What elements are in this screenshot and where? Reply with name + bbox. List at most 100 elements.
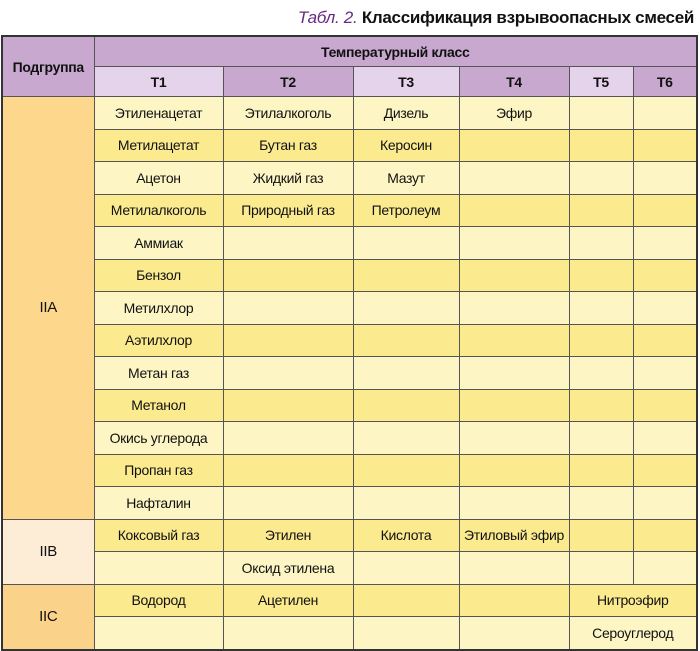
substance-cell: Ацетилен	[222, 583, 354, 617]
substance-cell: Керосин	[352, 128, 460, 162]
substance-cell	[222, 226, 354, 260]
substance-cell	[352, 421, 460, 455]
subgroup-cell: IIA	[1, 96, 95, 520]
substance-cell	[568, 258, 634, 292]
table-row: Метилхлор	[2, 291, 698, 325]
substance-cell	[632, 323, 698, 357]
table-row: Метан газ	[2, 356, 698, 390]
substance-cell	[632, 258, 698, 292]
substance-cell	[568, 486, 634, 520]
substance-cell	[352, 616, 460, 650]
substance-cell	[458, 388, 570, 422]
temp-class-header: Температурный класс	[93, 35, 698, 67]
substance-cell	[458, 616, 570, 650]
substance-cell	[568, 551, 634, 585]
substance-cell	[568, 323, 634, 357]
substance-cell	[352, 226, 460, 260]
substance-cell	[222, 616, 354, 650]
substance-cell	[352, 583, 460, 617]
substance-cell	[458, 551, 570, 585]
class-header-t6: T6	[632, 66, 698, 97]
substance-cell	[632, 388, 698, 422]
substance-cell	[458, 193, 570, 227]
substance-cell	[632, 421, 698, 455]
substance-cell: Нитроэфир	[568, 583, 698, 617]
substance-cell	[632, 486, 698, 520]
substance-cell	[568, 518, 634, 552]
substance-cell	[458, 258, 570, 292]
substance-cell	[568, 128, 634, 162]
table-row: Сероуглерод	[2, 616, 698, 650]
substance-cell	[352, 323, 460, 357]
class-header-t4: T4	[458, 66, 570, 97]
substance-cell	[632, 291, 698, 325]
substance-cell	[458, 323, 570, 357]
class-header-t2: T2	[222, 66, 354, 97]
substance-cell: Аэтилхлор	[93, 323, 224, 357]
substance-cell	[352, 258, 460, 292]
substance-cell: Мазут	[352, 161, 460, 195]
substance-cell: Метилалкоголь	[93, 193, 224, 227]
substance-cell: Эфир	[458, 96, 570, 130]
substance-cell: Водород	[93, 583, 224, 617]
substance-cell	[222, 388, 354, 422]
substance-cell	[222, 356, 354, 390]
table-row: Аэтилхлор	[2, 323, 698, 357]
substance-cell: Дизель	[352, 96, 460, 130]
substance-cell	[352, 551, 460, 585]
substance-cell	[352, 486, 460, 520]
substance-cell: Метанол	[93, 388, 224, 422]
substance-cell	[568, 193, 634, 227]
substance-cell	[352, 453, 460, 487]
table-row: Ацетон Жидкий газ Мазут	[2, 161, 698, 195]
subgroup-cell: IIB	[1, 518, 95, 585]
subgroup-cell: IIC	[1, 583, 95, 650]
substance-cell	[458, 291, 570, 325]
substance-cell	[632, 356, 698, 390]
substance-cell	[568, 388, 634, 422]
substance-cell: Сероуглерод	[568, 616, 698, 650]
substance-cell	[458, 161, 570, 195]
substance-cell	[632, 518, 698, 552]
substance-cell	[632, 453, 698, 487]
substance-cell: Метилхлор	[93, 291, 224, 325]
caption-text: Классификация взрывоопасных смесей	[361, 8, 694, 27]
substance-cell	[568, 226, 634, 260]
substance-cell: Ацетон	[93, 161, 224, 195]
substance-cell	[222, 258, 354, 292]
table-row: Бензол	[2, 258, 698, 292]
substance-cell: Этиленацетат	[93, 96, 224, 130]
table-row: Метанол	[2, 388, 698, 422]
substance-cell	[632, 226, 698, 260]
table-row: IIA Этиленацетат Этилалкоголь Дизель Эфир	[1, 96, 698, 520]
table-row: Нафталин	[2, 486, 698, 520]
substance-cell: Пропан газ	[93, 453, 224, 487]
substance-cell	[222, 453, 354, 487]
substance-cell	[632, 128, 698, 162]
substance-cell	[568, 421, 634, 455]
table-row: Метилалкоголь Природный газ Петролеум	[2, 193, 698, 227]
substance-cell	[632, 96, 698, 130]
table-row: Метилацетат Бутан газ Керосин	[2, 128, 698, 162]
substance-cell	[222, 291, 354, 325]
substance-cell	[458, 226, 570, 260]
table-row: Аммиак	[2, 226, 698, 260]
table-row: IIC Водород Ацетилен Нитроэфир	[1, 583, 698, 650]
substance-cell: Коксовый газ	[93, 518, 224, 552]
substance-cell	[222, 323, 354, 357]
substance-cell	[352, 291, 460, 325]
substance-cell	[458, 583, 570, 617]
table-caption: Табл. 2. Классификация взрывоопасных сме…	[0, 0, 700, 35]
substance-cell	[568, 291, 634, 325]
substance-cell	[458, 453, 570, 487]
substance-cell	[568, 356, 634, 390]
table-row: Окись углерода	[2, 421, 698, 455]
substance-cell	[352, 356, 460, 390]
substance-cell: Метилацетат	[93, 128, 224, 162]
substance-cell: Окись углерода	[93, 421, 224, 455]
substance-cell: Аммиак	[93, 226, 224, 260]
classification-table: Подгруппа Температурный класс T1 T2 T3 T4 T5…	[1, 35, 698, 651]
class-header-t5: T5	[568, 66, 634, 97]
table-row: IIB Коксовый газ Этилен Кислота Этиловый эфи…	[1, 518, 698, 585]
substance-cell: Нафталин	[93, 486, 224, 520]
